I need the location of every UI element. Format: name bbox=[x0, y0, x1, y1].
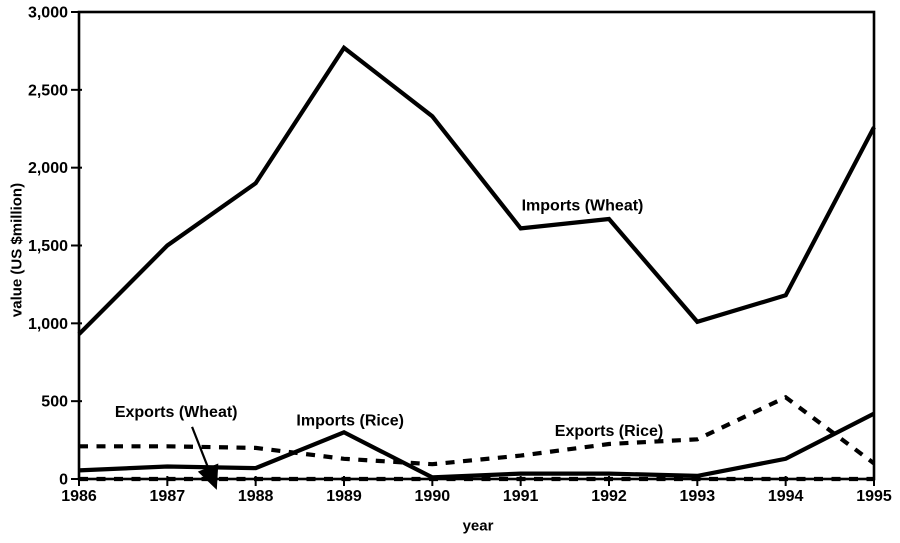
x-tick-label-1995: 1995 bbox=[856, 488, 892, 505]
x-axis-title: year bbox=[462, 517, 494, 535]
series-label-imports-wheat: Imports (Wheat) bbox=[522, 198, 644, 215]
x-tick-label-1992: 1992 bbox=[591, 488, 627, 505]
y-tick-label-1-500: 1,500 bbox=[28, 238, 68, 255]
y-tick-label-3-000: 3,000 bbox=[28, 5, 68, 22]
series-exports-rice bbox=[79, 394, 876, 467]
series-imports-wheat bbox=[77, 44, 876, 336]
x-tick-label-1989: 1989 bbox=[326, 488, 362, 505]
annotation-arrow-stem bbox=[191, 426, 210, 468]
x-tick-label-1987: 1987 bbox=[150, 488, 186, 505]
x-tick-label-1986: 1986 bbox=[61, 488, 97, 505]
series-label-exports-rice: Exports (Rice) bbox=[555, 423, 663, 440]
x-tick-label-1993: 1993 bbox=[680, 488, 716, 505]
y-tick-label-1-000: 1,000 bbox=[28, 316, 68, 333]
annotation-arrowhead bbox=[197, 463, 219, 490]
y-axis-title: value (US $million) bbox=[8, 182, 26, 318]
x-tick-label-1988: 1988 bbox=[238, 488, 274, 505]
x-tick-label-1990: 1990 bbox=[415, 488, 451, 505]
y-tick-label-0: 0 bbox=[59, 472, 68, 489]
y-tick-label-500: 500 bbox=[41, 394, 68, 411]
x-tick-label-1991: 1991 bbox=[503, 488, 539, 505]
y-tick-label-2-500: 2,500 bbox=[28, 82, 68, 99]
y-tick-label-2-000: 2,000 bbox=[28, 160, 68, 177]
x-tick-label-1994: 1994 bbox=[768, 488, 804, 505]
series-label-imports-rice: Imports (Rice) bbox=[296, 412, 404, 429]
series-label-exports-wheat: Exports (Wheat) bbox=[115, 404, 238, 421]
